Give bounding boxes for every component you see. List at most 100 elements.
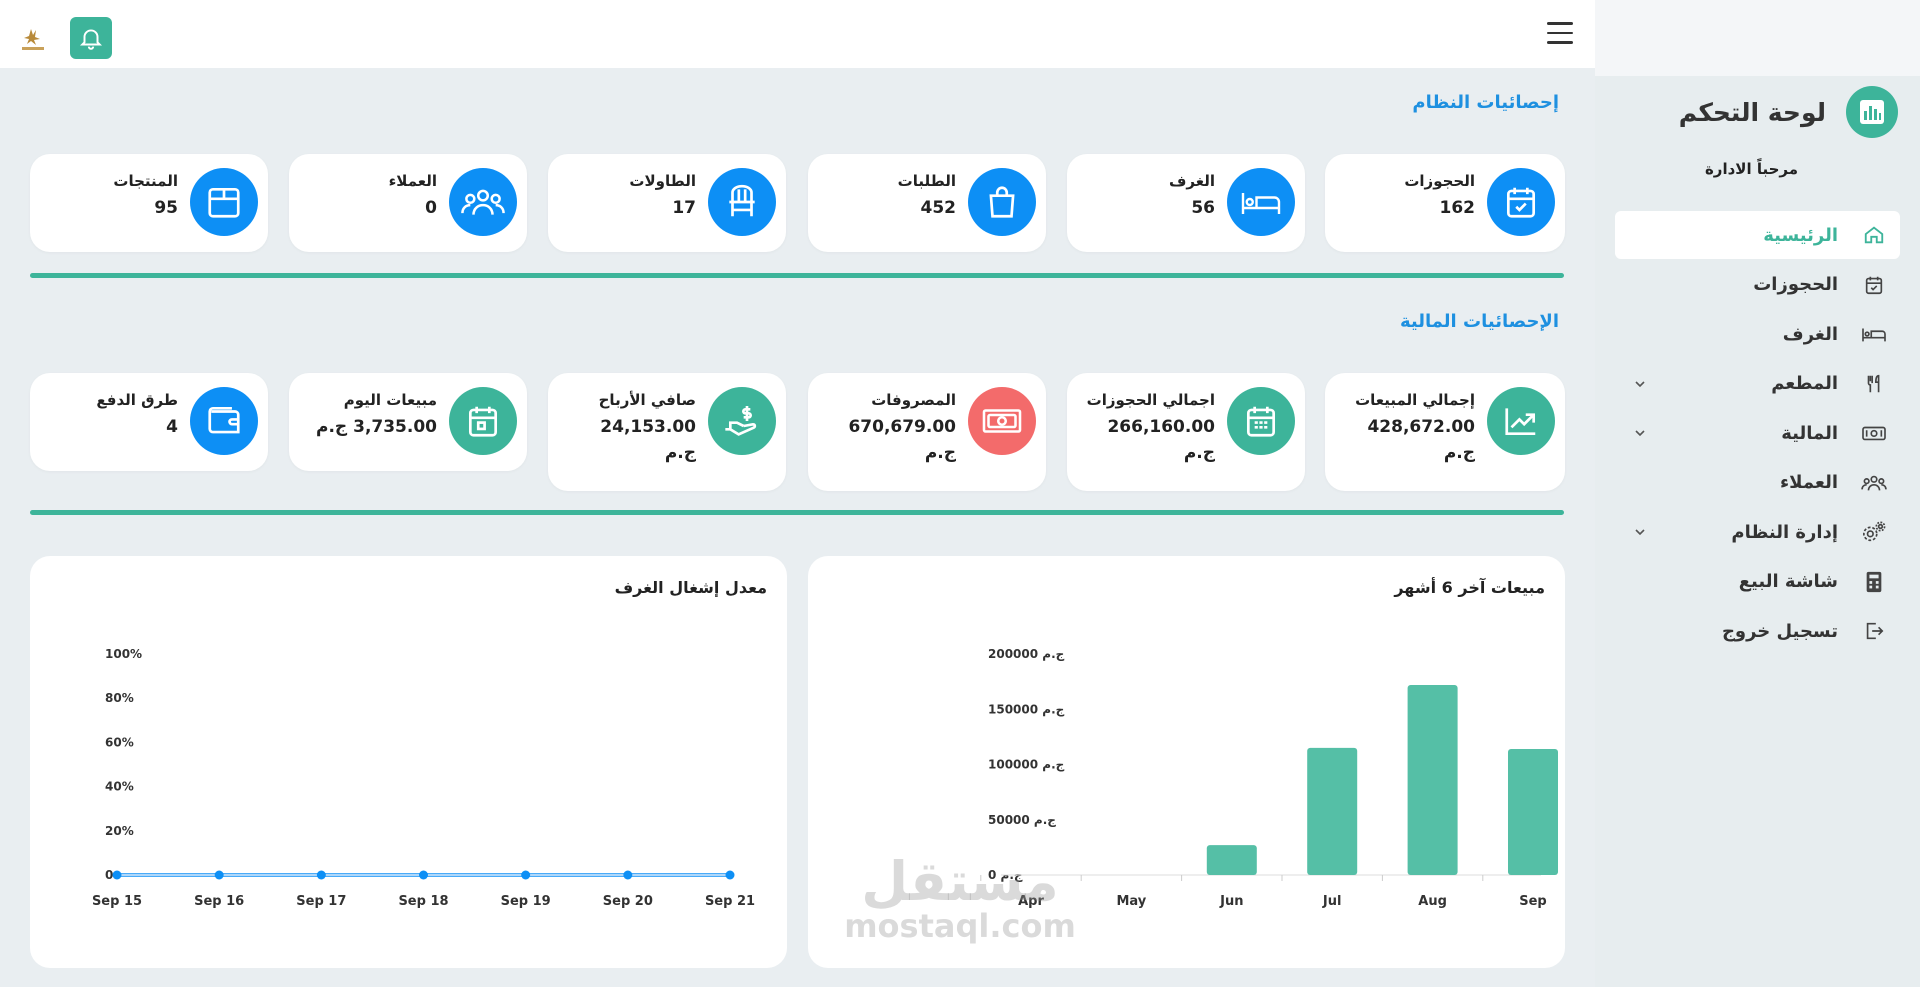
stat-label: صافي الأرباح xyxy=(598,391,696,409)
sidebar-item-label: العملاء xyxy=(1779,472,1838,493)
bar xyxy=(1206,845,1257,875)
x-tick-label: May xyxy=(1117,894,1147,909)
stat-label: مبيعات اليوم xyxy=(343,391,437,409)
y-tick-label: 80% xyxy=(105,691,134,705)
stat-card-orders[interactable]: الطلبات 452 xyxy=(808,154,1046,252)
chair-icon xyxy=(708,168,776,236)
x-tick-label: Sep 21 xyxy=(705,894,755,909)
data-point xyxy=(419,870,428,880)
menu-toggle-icon[interactable] xyxy=(1547,22,1573,44)
occupancy-chart-card: معدل إشغال الغرف 100% 80% 60% 40% 20% 0 Sep 15… xyxy=(30,556,787,968)
stat-card-bookings[interactable]: الحجوزات 162 xyxy=(1325,154,1565,252)
sidebar-item-system-admin[interactable]: إدارة النظام xyxy=(1615,508,1900,556)
finance-card-net-profit[interactable]: صافي الأرباح 24,153.00 ج.م xyxy=(548,373,786,491)
chart-title: مبيعات آخر 6 أشهر xyxy=(1394,578,1545,597)
stat-card-rooms[interactable]: الغرف 56 xyxy=(1067,154,1305,252)
welcome-text: مرحباً الادارة xyxy=(1704,160,1798,178)
sidebar-item-label: شاشة البيع xyxy=(1738,571,1838,592)
stat-value: 95 xyxy=(154,198,178,218)
y-tick-label: 40% xyxy=(105,780,134,794)
utensils-icon xyxy=(1860,370,1888,398)
x-tick-label: Sep xyxy=(1519,894,1547,909)
bar xyxy=(1307,747,1358,875)
sidebar-brand[interactable]: لوحة التحكم xyxy=(1679,86,1898,138)
calendar-check-icon xyxy=(1860,271,1888,299)
box-icon xyxy=(190,168,258,236)
sidebar-item-pos[interactable]: شاشة البيع xyxy=(1615,558,1900,606)
finance-card-total-bookings[interactable]: اجمالي الحجوزات 266,160.00 ج.م xyxy=(1067,373,1305,491)
trend-up-icon xyxy=(1487,387,1555,455)
sidebar-item-home[interactable]: الرئيسية xyxy=(1615,211,1900,259)
sidebar-item-label: المطعم xyxy=(1771,373,1838,394)
y-tick-label: 20% xyxy=(105,824,134,838)
stat-value: 3,735.00 ج.م xyxy=(316,417,437,437)
notification-button[interactable] xyxy=(70,17,112,59)
data-point xyxy=(316,870,326,880)
y-tick-label: ج.م 150000 xyxy=(988,702,1065,717)
finance-card-payment-methods[interactable]: طرق الدفع 4 xyxy=(30,373,268,471)
sidebar-item-restaurant[interactable]: المطعم xyxy=(1615,360,1900,408)
app-title: لوحة التحكم xyxy=(1678,97,1826,127)
data-point xyxy=(521,870,531,880)
finance-card-today-sales[interactable]: مبيعات اليوم 3,735.00 ج.م xyxy=(289,373,527,471)
sidebar-item-label: الغرف xyxy=(1782,323,1838,345)
calendar-check-icon xyxy=(1487,168,1555,236)
sidebar-item-label: المالية xyxy=(1781,422,1838,444)
logo[interactable] xyxy=(18,25,48,53)
chevron-down-icon[interactable] xyxy=(1633,426,1647,440)
data-point xyxy=(623,870,633,880)
sidebar-item-customers[interactable]: العملاء xyxy=(1615,459,1900,507)
sidebar: لوحة التحكم مرحباً الادارة الرئيسية الحج… xyxy=(1595,0,1920,987)
chart-title: معدل إشغال الغرف xyxy=(614,578,767,597)
sidebar-item-bookings[interactable]: الحجوزات xyxy=(1615,261,1900,309)
bar xyxy=(1407,684,1458,875)
currency-label: ج.م xyxy=(664,443,696,463)
sidebar-item-rooms[interactable]: الغرف xyxy=(1615,310,1900,358)
calculator-icon xyxy=(1860,568,1888,596)
stat-label: إجمالي المبيعات xyxy=(1355,391,1475,409)
shopping-bag-icon xyxy=(968,168,1036,236)
stat-card-customers[interactable]: العملاء 0 xyxy=(289,154,527,252)
chevron-down-icon[interactable] xyxy=(1633,377,1647,391)
users-icon xyxy=(449,168,517,236)
y-tick-label: 0 xyxy=(105,868,113,882)
section-divider xyxy=(30,510,1564,515)
stat-card-tables[interactable]: الطاولات 17 xyxy=(548,154,786,252)
finance-card-expenses[interactable]: المصروفات 670,679.00 ج.م xyxy=(808,373,1046,491)
stat-value: 4 xyxy=(166,417,178,437)
stat-card-products[interactable]: المنتجات 95 xyxy=(30,154,268,252)
stat-value: 162 xyxy=(1439,198,1476,218)
currency-label: ج.م xyxy=(924,443,956,463)
y-tick-label: ج.م 50000 xyxy=(988,813,1056,828)
stat-value: 0 xyxy=(425,198,437,218)
x-tick-label: Sep 15 xyxy=(92,894,142,909)
x-tick-label: Sep 16 xyxy=(194,894,244,909)
currency-label: ج.م xyxy=(1443,443,1475,463)
data-point xyxy=(214,870,224,880)
chart-bars-icon xyxy=(1846,86,1898,138)
data-point xyxy=(725,870,735,880)
x-tick-label: Sep 17 xyxy=(296,894,346,909)
chevron-down-icon[interactable] xyxy=(1633,525,1647,539)
system-stats-title: إحصائيات النظام xyxy=(1412,92,1559,113)
home-icon xyxy=(1860,221,1888,249)
sidebar-item-finance[interactable]: المالية xyxy=(1615,409,1900,457)
x-tick-label: Aug xyxy=(1418,894,1447,909)
sidebar-item-label: إدارة النظام xyxy=(1731,521,1838,543)
hand-dollar-icon xyxy=(708,387,776,455)
stat-label: الطلبات xyxy=(897,172,956,190)
bell-icon xyxy=(79,29,103,50)
y-tick-label: 100% xyxy=(105,647,142,661)
x-tick-label: Jul xyxy=(1322,894,1342,909)
financial-stats-title: الإحصائيات المالية xyxy=(1399,311,1559,332)
stat-value: 452 xyxy=(920,198,957,218)
sidebar-item-label: تسجيل خروج xyxy=(1721,620,1838,642)
users-icon xyxy=(1860,469,1888,497)
gears-icon xyxy=(1860,518,1888,546)
currency-label: ج.م xyxy=(1183,443,1215,463)
sidebar-item-logout[interactable]: تسجيل خروج xyxy=(1615,607,1900,655)
stat-label: طرق الدفع xyxy=(96,391,178,409)
x-tick-label: Sep 19 xyxy=(501,894,551,909)
calendar-grid-icon xyxy=(1227,387,1295,455)
finance-card-total-sales[interactable]: إجمالي المبيعات 428,672.00 ج.م xyxy=(1325,373,1565,491)
